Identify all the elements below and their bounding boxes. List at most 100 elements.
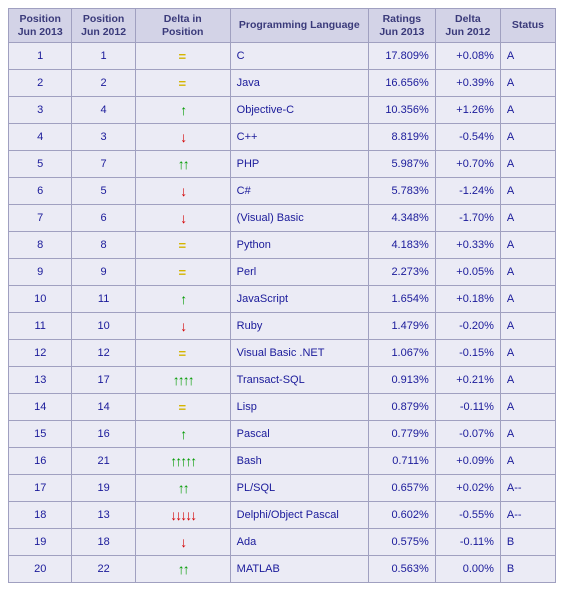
cell-pos-2013: 5 [9, 151, 72, 178]
cell-status: A [500, 97, 555, 124]
cell-language: C++ [230, 124, 368, 151]
cell-pos-2012: 14 [72, 394, 135, 421]
cell-status: A [500, 205, 555, 232]
cell-pos-2013: 11 [9, 313, 72, 340]
cell-delta: -0.11% [435, 394, 500, 421]
cell-language: Pascal [230, 421, 368, 448]
cell-delta-position: = [135, 259, 230, 286]
cell-pos-2012: 18 [72, 529, 135, 556]
cell-delta: -0.55% [435, 502, 500, 529]
arrow-up-icon: ↑ [180, 291, 185, 307]
cell-rating: 0.913% [368, 367, 435, 394]
cell-pos-2013: 17 [9, 475, 72, 502]
cell-pos-2012: 17 [72, 367, 135, 394]
cell-status: A [500, 448, 555, 475]
cell-rating: 0.779% [368, 421, 435, 448]
table-body: 11=C17.809%+0.08%A22=Java16.656%+0.39%A3… [9, 43, 556, 583]
cell-rating: 0.879% [368, 394, 435, 421]
cell-rating: 8.819% [368, 124, 435, 151]
cell-rating: 17.809% [368, 43, 435, 70]
arrow-up-icon: ↑↑ [178, 480, 188, 496]
cell-rating: 16.656% [368, 70, 435, 97]
cell-pos-2013: 12 [9, 340, 72, 367]
cell-rating: 1.654% [368, 286, 435, 313]
cell-pos-2012: 5 [72, 178, 135, 205]
cell-pos-2012: 19 [72, 475, 135, 502]
cell-pos-2013: 7 [9, 205, 72, 232]
table-row: 88=Python4.183%+0.33%A [9, 232, 556, 259]
col-header-6: Status [500, 9, 555, 43]
cell-pos-2012: 10 [72, 313, 135, 340]
cell-status: A [500, 313, 555, 340]
table-row: 1317↑↑↑↑Transact-SQL0.913%+0.21%A [9, 367, 556, 394]
cell-language: C [230, 43, 368, 70]
cell-rating: 4.183% [368, 232, 435, 259]
cell-delta-position: = [135, 43, 230, 70]
language-rankings-table: PositionJun 2013PositionJun 2012Delta in… [8, 8, 556, 583]
cell-pos-2013: 1 [9, 43, 72, 70]
cell-delta-position: ↓ [135, 124, 230, 151]
header-row: PositionJun 2013PositionJun 2012Delta in… [9, 9, 556, 43]
table-row: 1110↓Ruby1.479%-0.20%A [9, 313, 556, 340]
cell-status: A [500, 178, 555, 205]
col-header-4: RatingsJun 2013 [368, 9, 435, 43]
cell-delta: +1.26% [435, 97, 500, 124]
table-row: 1212=Visual Basic .NET1.067%-0.15%A [9, 340, 556, 367]
arrow-down-icon: ↓ [180, 210, 185, 226]
cell-status: A [500, 232, 555, 259]
cell-rating: 5.783% [368, 178, 435, 205]
cell-delta: -0.07% [435, 421, 500, 448]
cell-status: A [500, 421, 555, 448]
cell-language: JavaScript [230, 286, 368, 313]
cell-pos-2013: 15 [9, 421, 72, 448]
arrow-up-icon: ↑ [180, 102, 185, 118]
cell-rating: 0.602% [368, 502, 435, 529]
table-row: 2022↑↑MATLAB0.563%0.00%B [9, 556, 556, 583]
cell-delta: 0.00% [435, 556, 500, 583]
cell-status: B [500, 556, 555, 583]
cell-delta-position: ↓ [135, 313, 230, 340]
cell-rating: 2.273% [368, 259, 435, 286]
cell-status: A [500, 151, 555, 178]
cell-delta-position: ↑↑ [135, 556, 230, 583]
cell-delta-position: = [135, 70, 230, 97]
table-row: 11=C17.809%+0.08%A [9, 43, 556, 70]
cell-rating: 0.563% [368, 556, 435, 583]
cell-delta: +0.18% [435, 286, 500, 313]
cell-language: (Visual) Basic [230, 205, 368, 232]
cell-delta: -0.54% [435, 124, 500, 151]
cell-delta: +0.70% [435, 151, 500, 178]
cell-delta-position: ↓ [135, 178, 230, 205]
cell-rating: 4.348% [368, 205, 435, 232]
table-row: 76↓(Visual) Basic4.348%-1.70%A [9, 205, 556, 232]
cell-pos-2012: 4 [72, 97, 135, 124]
cell-pos-2013: 10 [9, 286, 72, 313]
cell-language: Java [230, 70, 368, 97]
table-row: 65↓C#5.783%-1.24%A [9, 178, 556, 205]
cell-status: A [500, 340, 555, 367]
cell-language: MATLAB [230, 556, 368, 583]
cell-language: Perl [230, 259, 368, 286]
cell-pos-2013: 14 [9, 394, 72, 421]
cell-pos-2012: 1 [72, 43, 135, 70]
table-row: 1621↑↑↑↑↑Bash0.711%+0.09%A [9, 448, 556, 475]
equals-icon: = [178, 49, 187, 64]
cell-language: Visual Basic .NET [230, 340, 368, 367]
arrow-down-icon: ↓↓↓↓↓ [170, 507, 195, 523]
cell-pos-2012: 12 [72, 340, 135, 367]
cell-rating: 1.067% [368, 340, 435, 367]
cell-delta: -0.15% [435, 340, 500, 367]
cell-delta: -0.11% [435, 529, 500, 556]
table-row: 1719↑↑PL/SQL0.657%+0.02%A-- [9, 475, 556, 502]
equals-icon: = [178, 265, 187, 280]
cell-language: Ada [230, 529, 368, 556]
cell-status: A [500, 43, 555, 70]
cell-language: Delphi/Object Pascal [230, 502, 368, 529]
col-header-1: PositionJun 2012 [72, 9, 135, 43]
cell-delta-position: ↑↑↑↑ [135, 367, 230, 394]
cell-pos-2012: 16 [72, 421, 135, 448]
cell-rating: 5.987% [368, 151, 435, 178]
table-row: 1516↑Pascal0.779%-0.07%A [9, 421, 556, 448]
arrow-down-icon: ↓ [180, 129, 185, 145]
cell-delta-position: = [135, 394, 230, 421]
